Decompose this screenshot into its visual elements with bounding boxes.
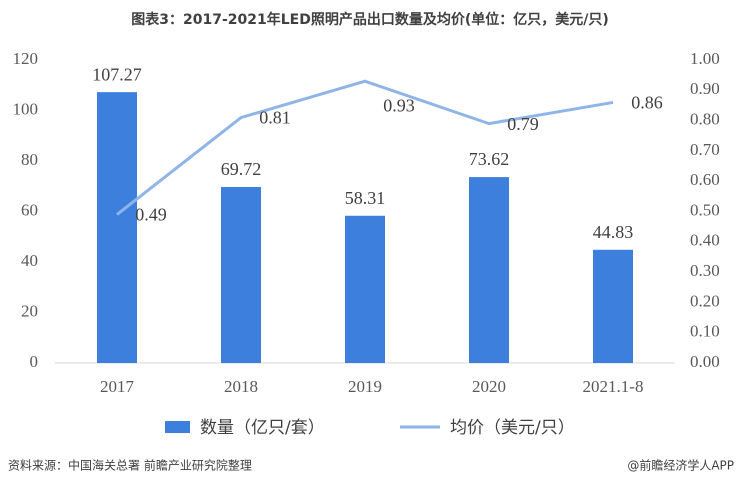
y-tick-label: 60 bbox=[21, 200, 38, 219]
y2-tick-label: 0.80 bbox=[690, 110, 720, 129]
source: 资料来源：中国海关总署 前瞻产业研究院整理 bbox=[8, 458, 252, 473]
y2-tick-label: 0.30 bbox=[690, 261, 720, 280]
legend-swatch bbox=[165, 421, 190, 433]
bar-value-label: 44.83 bbox=[593, 222, 634, 242]
y2-tick-label: 0.40 bbox=[690, 231, 720, 250]
line-value-label: 0.93 bbox=[383, 95, 415, 115]
y2-tick-label: 0.10 bbox=[690, 322, 720, 341]
bar-value-label: 107.27 bbox=[92, 64, 142, 84]
y-tick-label: 0 bbox=[30, 352, 39, 371]
y2-tick-label: 0.20 bbox=[690, 291, 720, 310]
bar bbox=[469, 177, 509, 363]
legend-label: 数量（亿只/套） bbox=[200, 418, 325, 438]
y2-tick-label: 0.00 bbox=[690, 352, 720, 371]
bar bbox=[221, 186, 261, 363]
bar bbox=[593, 249, 633, 363]
bar-value-label: 73.62 bbox=[469, 149, 510, 169]
x-tick-label: 2020 bbox=[472, 377, 506, 396]
line-value-label: 0.81 bbox=[259, 108, 291, 128]
line-value-label: 0.49 bbox=[135, 205, 167, 225]
bar-value-label: 58.31 bbox=[345, 188, 386, 208]
y2-tick-label: 0.70 bbox=[690, 140, 720, 159]
y-tick-label: 80 bbox=[21, 150, 38, 169]
y2-tick-label: 0.50 bbox=[690, 200, 720, 219]
y2-tick-label: 0.60 bbox=[690, 170, 720, 189]
line-value-label: 0.86 bbox=[631, 93, 663, 113]
y-tick-label: 120 bbox=[13, 49, 39, 68]
y-tick-label: 40 bbox=[21, 251, 38, 270]
y-tick-label: 100 bbox=[13, 99, 39, 118]
y2-tick-label: 1.00 bbox=[690, 49, 720, 68]
brand: @前瞻经济学人APP bbox=[627, 458, 734, 473]
y-tick-label: 20 bbox=[21, 301, 38, 320]
x-tick-label: 2019 bbox=[348, 377, 382, 396]
y2-tick-label: 0.90 bbox=[690, 79, 720, 98]
line-value-label: 0.79 bbox=[507, 114, 539, 134]
x-tick-label: 2018 bbox=[224, 377, 258, 396]
bar-value-label: 69.72 bbox=[221, 159, 262, 179]
x-tick-label: 2021.1-8 bbox=[583, 377, 644, 396]
x-tick-label: 2017 bbox=[100, 377, 135, 396]
legend-label: 均价（美元/只） bbox=[450, 418, 575, 438]
line bbox=[116, 79, 614, 216]
bar bbox=[97, 92, 137, 363]
chart-title: 图表3：2017-2021年LED照明产品出口数量及均价(单位：亿只，美元/只) bbox=[131, 11, 609, 28]
bar bbox=[345, 215, 385, 363]
